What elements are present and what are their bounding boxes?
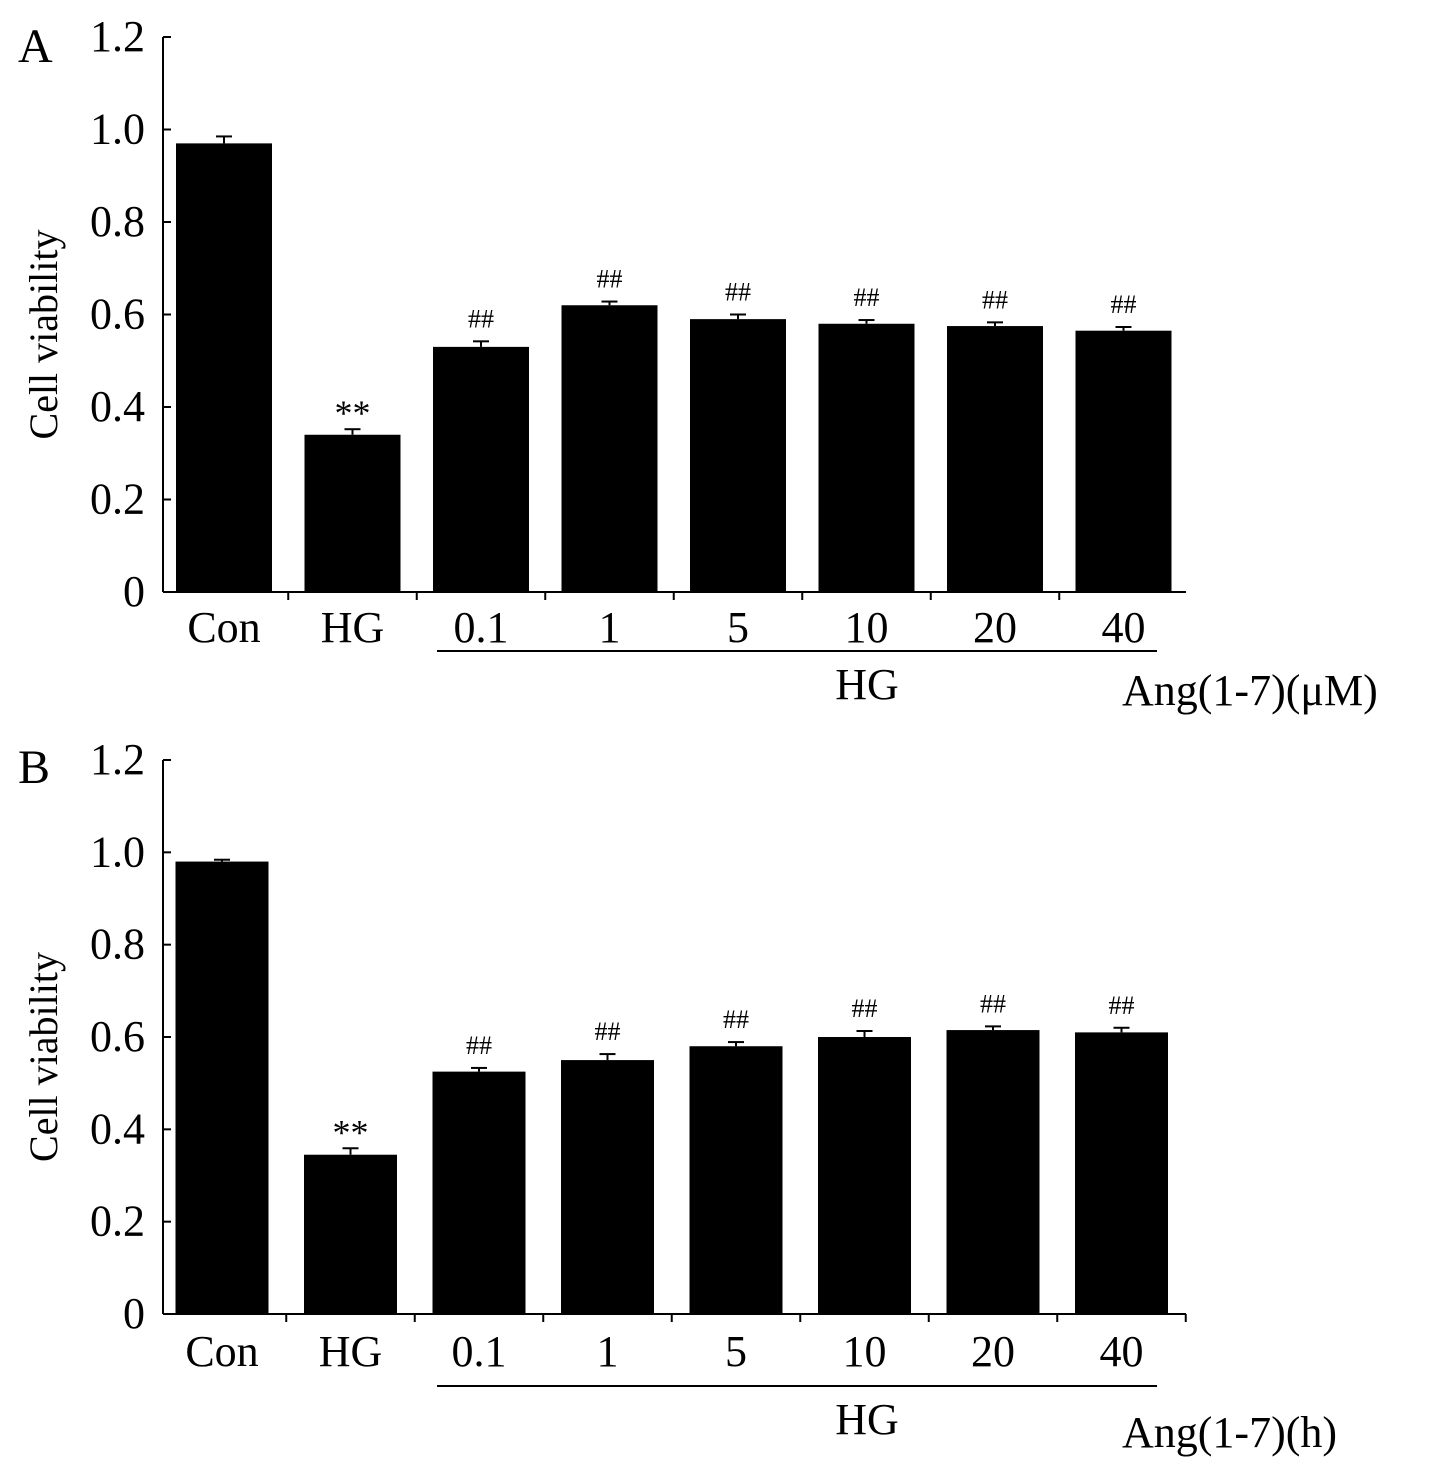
significance-marker: ## <box>1111 290 1137 319</box>
y-tick-label: 0.8 <box>90 197 145 246</box>
treatment-label: Ang(1-7)(μM) <box>1122 666 1378 715</box>
bar-20 <box>946 1030 1040 1314</box>
significance-marker: ## <box>852 994 878 1023</box>
y-axis-label: Cell viability <box>21 230 66 440</box>
significance-marker: ## <box>982 285 1008 314</box>
significance-marker: ## <box>725 278 751 307</box>
panel-label: B <box>18 741 50 794</box>
y-tick-label: 0.2 <box>90 1197 145 1246</box>
significance-marker: ## <box>980 989 1006 1018</box>
bar-Con <box>175 861 269 1314</box>
bar-1 <box>561 305 658 592</box>
significance-marker: ## <box>723 1005 749 1034</box>
x-tick-label: HG <box>321 603 385 652</box>
y-tick-label: 1.2 <box>90 735 145 784</box>
bar-1 <box>561 1060 654 1314</box>
bar-0.1 <box>432 1071 526 1314</box>
x-tick-label: 0.1 <box>452 1327 507 1376</box>
y-tick-label: 0.4 <box>90 1104 145 1153</box>
x-tick-label: HG <box>319 1327 383 1376</box>
bar-10 <box>818 323 915 592</box>
significance-marker: ## <box>468 304 494 333</box>
y-tick-label: 0 <box>123 1289 145 1338</box>
significance-marker: ## <box>597 265 623 294</box>
bar-HG <box>304 434 401 592</box>
y-tick-label: 1.2 <box>90 12 145 61</box>
x-tick-label: 10 <box>843 1327 887 1376</box>
x-tick-label: 0.1 <box>454 603 509 652</box>
significance-marker: ## <box>1109 991 1135 1020</box>
bar-5 <box>690 319 786 592</box>
chart-panel-b: B 0 0.2 0.4 0.6 0.8 1.0 1.2 Cell viability Con ** H… <box>18 735 1337 1457</box>
treatment-label: Ang(1-7)(h) <box>1122 1408 1337 1457</box>
y-tick-label: 0.6 <box>90 1012 145 1061</box>
x-tick-label: 1 <box>597 1327 619 1376</box>
x-tick-label: 20 <box>971 1327 1015 1376</box>
significance-marker: ** <box>333 1112 369 1152</box>
x-tick-label: 1 <box>599 603 621 652</box>
bar-0.1 <box>433 346 529 592</box>
bar-5 <box>689 1046 783 1314</box>
x-tick-label: Con <box>185 1327 258 1376</box>
bar-20 <box>947 326 1043 592</box>
y-tick-label: 1.0 <box>90 827 145 876</box>
bar-40 <box>1075 1032 1168 1314</box>
y-tick-label: 0.6 <box>90 290 145 339</box>
y-tick-label: 0.4 <box>90 382 145 431</box>
x-tick-label: 5 <box>725 1327 747 1376</box>
bar-10 <box>818 1037 911 1314</box>
panel-label: A <box>18 20 53 73</box>
x-tick-label: 40 <box>1102 603 1146 652</box>
chart-panel-a: A 0 0.2 0.4 0.6 0.8 1.0 1.2 Cell viability Con ** H… <box>18 12 1378 715</box>
y-tick-label: 0 <box>123 567 145 616</box>
group-label: HG <box>835 1395 899 1444</box>
group-label: HG <box>835 660 899 709</box>
bar-40 <box>1075 330 1172 592</box>
significance-marker: ## <box>466 1031 492 1060</box>
significance-marker: ## <box>854 283 880 312</box>
y-axis-label: Cell viability <box>21 952 66 1162</box>
significance-marker: ## <box>595 1017 621 1046</box>
x-tick-label: 40 <box>1100 1327 1144 1376</box>
bar-HG <box>304 1154 397 1314</box>
bar-Con <box>176 143 272 592</box>
x-tick-label: Con <box>187 603 260 652</box>
y-tick-label: 0.8 <box>90 920 145 969</box>
x-tick-label: 5 <box>727 603 749 652</box>
x-tick-label: 10 <box>845 603 889 652</box>
y-tick-label: 1.0 <box>90 105 145 154</box>
significance-marker: ** <box>335 393 371 433</box>
x-tick-label: 20 <box>973 603 1017 652</box>
y-tick-label: 0.2 <box>90 475 145 524</box>
